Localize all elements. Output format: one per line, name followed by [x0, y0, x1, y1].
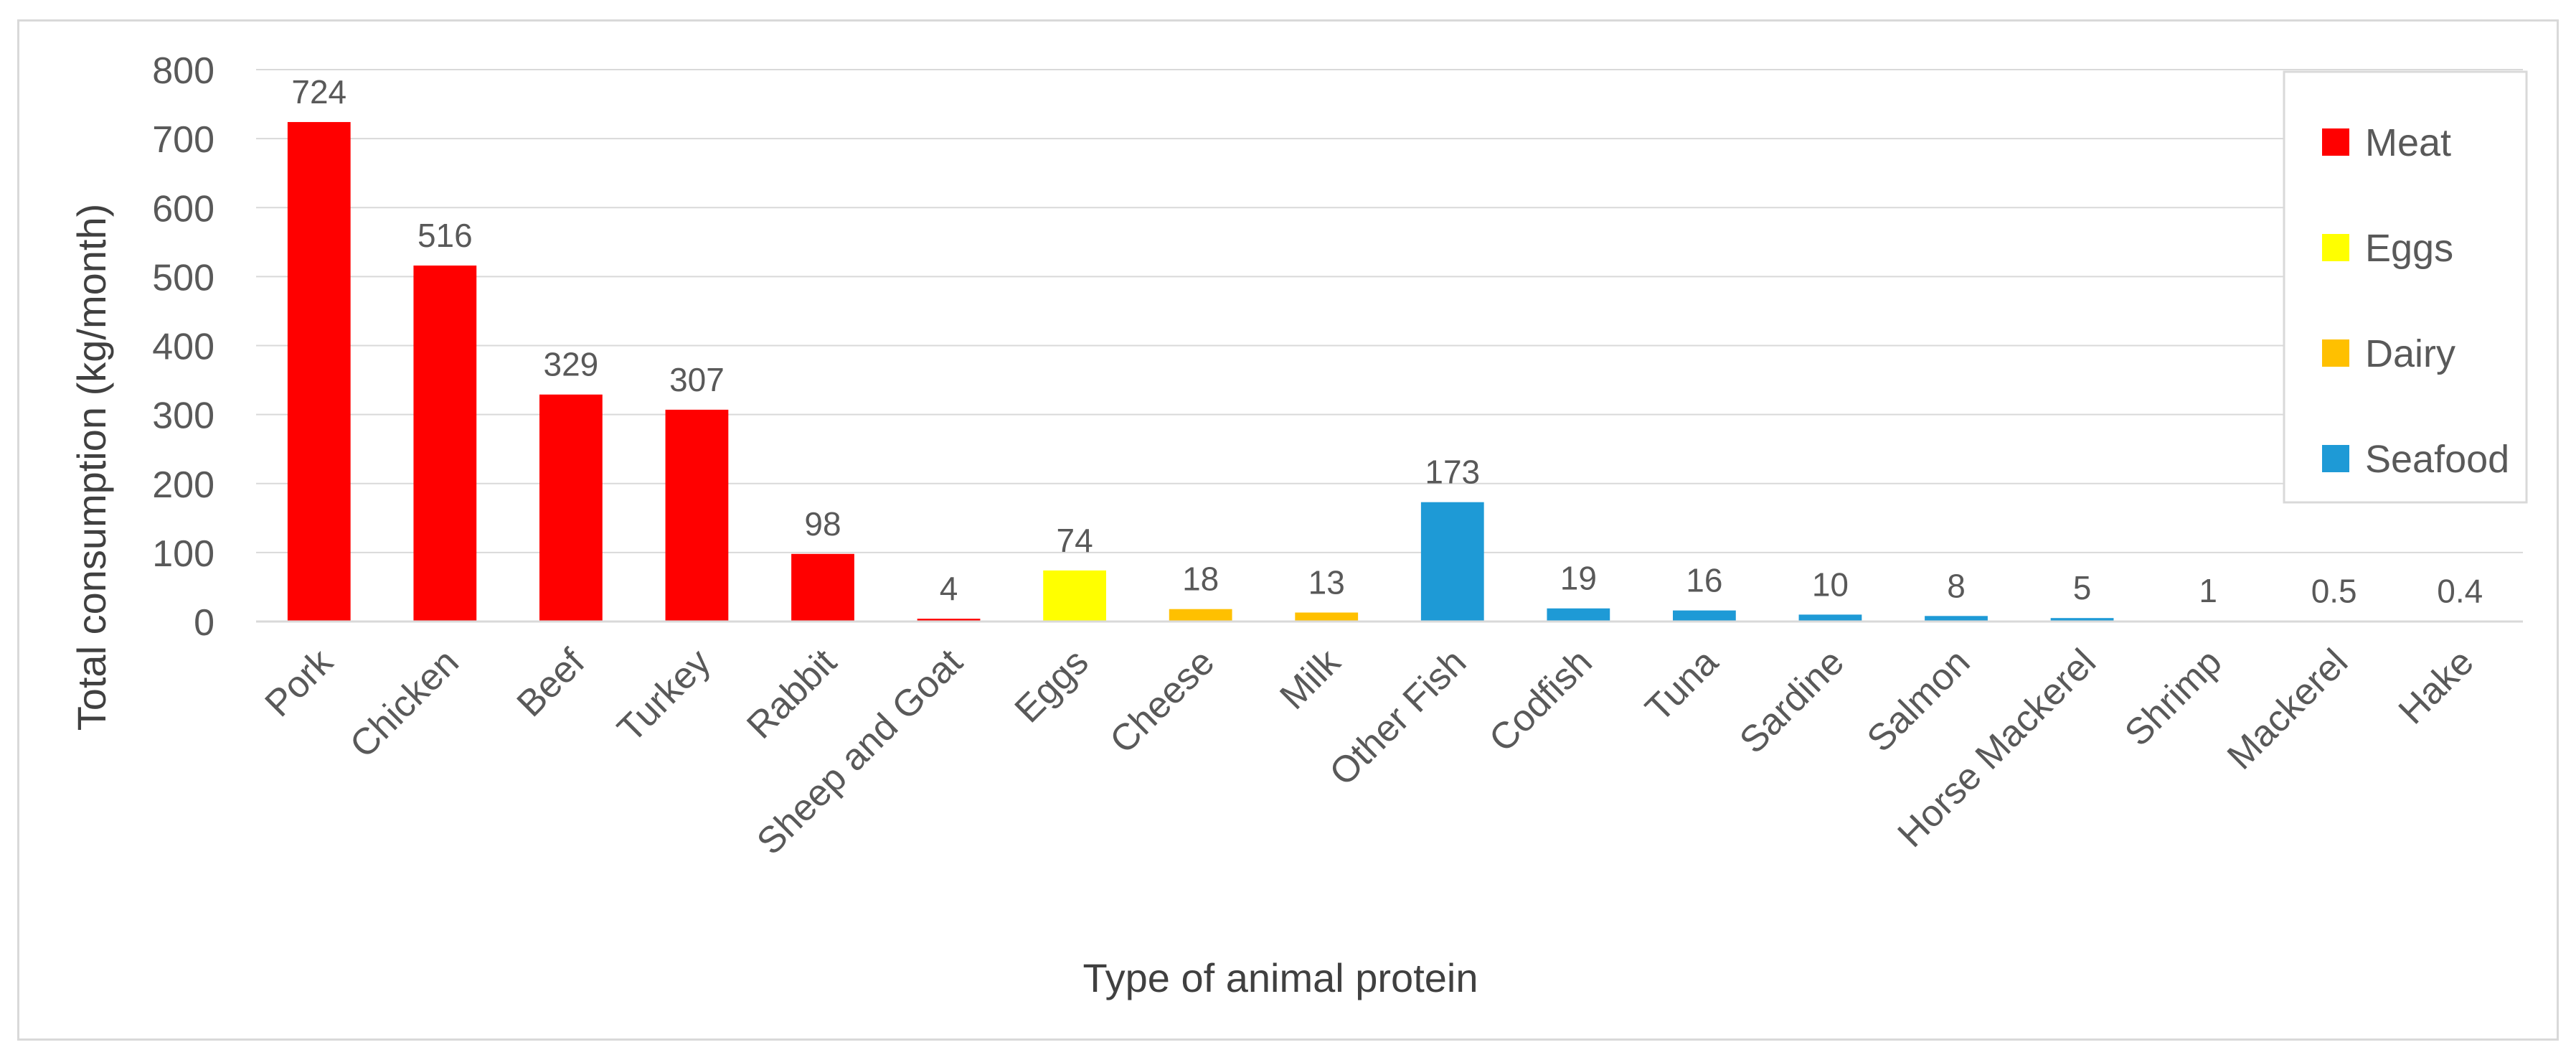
x-tick-label: Tuna	[1638, 641, 1727, 730]
data-label: 4	[940, 570, 958, 607]
y-tick-label: 400	[152, 327, 214, 368]
data-label: 74	[1057, 522, 1093, 559]
data-label: 1	[2199, 572, 2217, 609]
legend: Meat Eggs Dairy Seafood	[2283, 70, 2528, 504]
legend-swatch-seafood	[2322, 445, 2349, 472]
x-tick-label: Pork	[258, 641, 341, 725]
y-tick-label: 600	[152, 188, 214, 230]
y-tick-label: 200	[152, 464, 214, 506]
x-tick-label: Shrimp	[2117, 641, 2230, 754]
data-label: 98	[804, 505, 841, 543]
bar-tuna	[1673, 610, 1736, 622]
y-tick-label: 500	[152, 257, 214, 299]
x-tick-label: Chicken	[342, 641, 467, 766]
x-tick-label: Other Fish	[1322, 641, 1475, 794]
data-label: 307	[669, 361, 725, 398]
x-tick-label: Hake	[2391, 641, 2482, 732]
x-tick-label: Turkey	[610, 641, 719, 750]
x-tick-label: Beef	[509, 641, 593, 725]
bar-chicken	[413, 265, 477, 622]
x-tick-label: Salmon	[1859, 641, 1978, 760]
x-tick-label: Eggs	[1007, 641, 1097, 731]
data-label: 8	[1947, 567, 1966, 604]
y-tick-label: 100	[152, 533, 214, 575]
data-label: 5	[2073, 569, 2092, 606]
bar-other-fish	[1420, 502, 1484, 622]
bar-beef	[539, 394, 603, 622]
legend-label-dairy: Dairy	[2365, 332, 2455, 375]
data-labels: 724 516 329 307 98 4 74 18 13 173 19 16 10 8 5 1 0.5 0.4	[291, 73, 2483, 610]
legend-swatch-eggs	[2322, 234, 2349, 261]
bar-horse-mackerel	[2050, 618, 2114, 622]
x-tick-label: Milk	[1272, 641, 1349, 718]
bar-cheese	[1169, 609, 1232, 622]
y-tick-label: 800	[152, 50, 214, 92]
y-tick-label: 700	[152, 119, 214, 161]
chart-area: 0 100 200 300 400 500 600 700 800 724 516 329 307 98…	[17, 19, 2559, 1041]
bar-turkey	[665, 409, 729, 622]
y-axis-ticks: 0 100 200 300 400 500 600 700 800	[152, 50, 214, 644]
bar-codfish	[1547, 608, 1610, 622]
bar-eggs	[1043, 570, 1106, 622]
data-label: 16	[1686, 562, 1722, 599]
legend-swatch-meat	[2322, 128, 2349, 156]
y-axis-title: Total consumption (kg/month)	[69, 204, 114, 731]
legend-swatch-dairy	[2322, 339, 2349, 367]
x-tick-label: Cheese	[1102, 641, 1222, 761]
y-tick-label: 300	[152, 395, 214, 437]
bar-salmon	[1925, 616, 1988, 622]
data-label: 18	[1182, 561, 1219, 598]
data-label: 516	[417, 217, 473, 254]
x-tick-label: Codfish	[1481, 641, 1600, 760]
data-label: 329	[544, 346, 599, 383]
data-label: 19	[1560, 560, 1597, 597]
data-label: 10	[1812, 566, 1849, 603]
data-label: 173	[1425, 454, 1480, 491]
data-label: 0.4	[2437, 573, 2483, 610]
bars	[287, 122, 2492, 622]
legend-label-seafood: Seafood	[2365, 438, 2509, 481]
bar-sheep-and-goat	[917, 619, 981, 622]
data-label: 0.5	[2311, 573, 2357, 610]
x-tick-label: Mackerel	[2219, 641, 2356, 777]
bar-rabbit	[791, 553, 854, 622]
data-label: 13	[1308, 564, 1345, 601]
data-label: 724	[291, 73, 346, 111]
bar-milk	[1295, 612, 1359, 622]
x-tick-label: Rabbit	[739, 641, 845, 747]
legend-label-meat: Meat	[2365, 121, 2451, 164]
bar-sardine	[1798, 614, 1862, 622]
x-axis-title: Type of animal protein	[1083, 955, 1478, 1000]
bar-pork	[287, 122, 351, 622]
gridlines	[256, 69, 2523, 553]
x-tick-label: Sardine	[1732, 641, 1852, 761]
legend-label-eggs: Eggs	[2365, 227, 2453, 270]
y-tick-label: 0	[194, 602, 214, 644]
